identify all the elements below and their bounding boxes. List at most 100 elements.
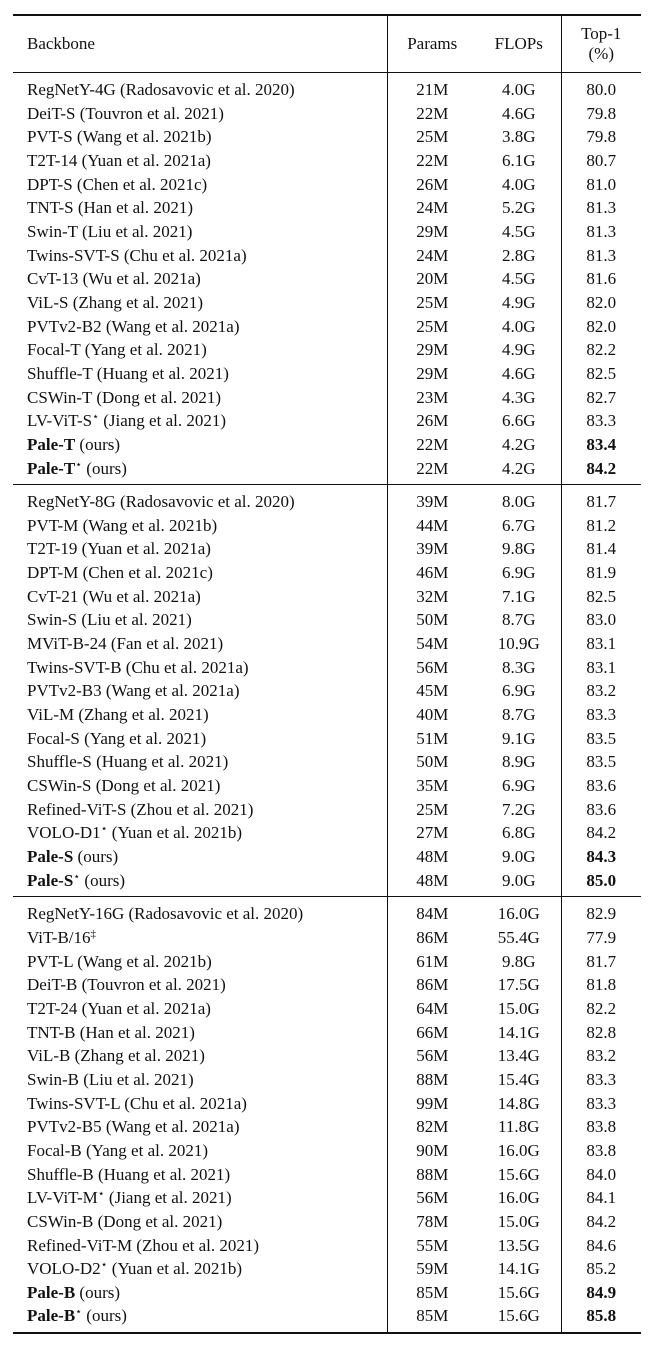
top1-cell: 80.0 <box>560 72 641 102</box>
params-cell: 56M <box>386 1044 477 1068</box>
backbone-cell: Refined-ViT-S (Zhou et al. 2021) <box>13 798 387 822</box>
backbone-cell: Focal-S (Yang et al. 2021) <box>13 727 387 751</box>
flops-cell: 7.1G <box>501 586 536 606</box>
backbone-name: PVT-L (Wang et al. 2021b) <box>27 951 212 971</box>
table-row: DPT-M (Chen et al. 2021c) 46M 6.9G 81.9 <box>13 561 641 585</box>
params-cell: 64M <box>386 996 477 1021</box>
flops-cell: 6.7G <box>501 515 536 535</box>
top1-cell: 84.1 <box>560 1186 641 1210</box>
backbone-cell: CvT-13 (Wu et al. 2021a) <box>13 267 387 291</box>
top1-cell: 84.9 <box>560 1280 641 1305</box>
top1-cell: 83.8 <box>560 1115 641 1139</box>
top1-cell: 81.3 <box>560 219 641 244</box>
backbone-citation: (Jiang et al. 2021) <box>104 1188 232 1208</box>
params-cell: 44M <box>386 513 477 538</box>
backbone-cell: RegNetY-16G (Radosavovic et al. 2020) <box>13 897 387 926</box>
flops-cell: 8.9G <box>501 752 536 772</box>
params-cell: 85M <box>386 1280 477 1305</box>
table-row: RegNetY-8G (Radosavovic et al. 2020) 39M 8… <box>13 484 641 514</box>
backbone-name-bold: Pale-S <box>27 870 74 890</box>
table-row: PVT-L (Wang et al. 2021b) 61M 9.8G 81.7 <box>13 949 641 974</box>
top1-cell: 80.7 <box>560 148 641 173</box>
backbone-cell: VOLO-D1⋆ (Yuan et al. 2021b) <box>13 821 387 845</box>
backbone-cell: CSWin-T (Dong et al. 2021) <box>13 386 387 410</box>
flops-cell: 2.8G <box>501 245 536 265</box>
top1-cell: 83.5 <box>560 750 641 775</box>
backbone-name: TNT-S (Han et al. 2021) <box>27 198 194 218</box>
params-cell: 45M <box>386 679 477 704</box>
backbone-cell: DPT-S (Chen et al. 2021c) <box>13 173 387 197</box>
table-row: Swin-B (Liu et al. 2021) 88M 15.4G 83.3 <box>13 1067 641 1092</box>
params-cell: 51M <box>386 726 477 751</box>
backbone-citation: (ours) <box>82 458 127 478</box>
comparison-table: Backbone Params FLOPs Top-1 (%) RegNetY-4… <box>13 14 641 1334</box>
table-group-2: RegNetY-8G (Radosavovic et al. 2020) 39M 8… <box>13 484 641 897</box>
params-cell: 29M <box>386 219 477 244</box>
backbone-name: Refined-ViT-S (Zhou et al. 2021) <box>27 799 254 819</box>
flops-cell: 11.8G <box>498 1117 540 1137</box>
table-row: Pale-T⋆ (ours) 22M 4.2G 84.2 <box>13 456 641 485</box>
table-row: Pale-B (ours) 85M 15.6G 84.9 <box>13 1280 641 1305</box>
table-group-1: RegNetY-4G (Radosavovic et al. 2020) 21M 4… <box>13 72 641 485</box>
backbone-name: Focal-B (Yang et al. 2021) <box>27 1140 208 1160</box>
params-cell: 88M <box>386 1067 477 1092</box>
table-row: Twins-SVT-L (Chu et al. 2021a) 99M 14.8G 83… <box>13 1091 641 1116</box>
params-cell: 22M <box>386 148 477 173</box>
backbone-cell: Pale-S (ours) <box>13 845 387 869</box>
flops-cell: 16.0G <box>497 1188 540 1208</box>
backbone-name-bold: Pale-T <box>27 434 76 454</box>
table-row: Focal-T (Yang et al. 2021) 29M 4.9G 82.2 <box>13 338 641 362</box>
footnote-marker: ‡ <box>90 927 97 940</box>
table-row: ViL-B (Zhang et al. 2021) 56M 13.4G 83.2 <box>13 1044 641 1068</box>
top1-cell: 83.4 <box>560 432 641 457</box>
flops-cell: 9.0G <box>501 847 536 866</box>
footnote-marker: ⋆ <box>75 1306 83 1319</box>
backbone-citation: (ours) <box>82 1306 127 1326</box>
flops-cell: 4.9G <box>501 340 536 360</box>
table-row: PVTv2-B2 (Wang et al. 2021a) 25M 4.0G 82.0 <box>13 314 641 339</box>
backbone-name: Twins-SVT-L (Chu et al. 2021a) <box>27 1093 247 1113</box>
backbone-cell: RegNetY-8G (Radosavovic et al. 2020) <box>13 485 387 514</box>
top1-cell: 83.5 <box>560 726 641 751</box>
params-cell: 39M <box>386 484 477 514</box>
flops-cell: 9.1G <box>501 728 536 748</box>
top1-cell: 83.3 <box>560 1091 641 1116</box>
table-row: Shuffle-S (Huang et al. 2021) 50M 8.9G 83.5 <box>13 750 641 775</box>
params-cell: 39M <box>386 537 477 562</box>
table-row: Swin-T (Liu et al. 2021) 29M 4.5G 81.3 <box>13 219 641 244</box>
params-cell: 26M <box>386 172 477 197</box>
table-row: CvT-13 (Wu et al. 2021a) 20M 4.5G 81.6 <box>13 267 641 291</box>
backbone-name: Focal-S (Yang et al. 2021) <box>27 728 207 748</box>
params-cell: 90M <box>386 1138 477 1163</box>
backbone-name: VOLO-D2 <box>27 1259 101 1279</box>
top1-cell: 81.6 <box>560 267 641 291</box>
flops-cell: 14.1G <box>497 1022 540 1042</box>
backbone-cell: CSWin-S (Dong et al. 2021) <box>13 774 387 798</box>
top1-cell: 83.6 <box>560 774 641 798</box>
flops-cell: 4.2G <box>501 434 536 454</box>
backbone-cell: Shuffle-S (Huang et al. 2021) <box>13 750 387 774</box>
backbone-cell: DeiT-S (Touvron et al. 2021) <box>13 102 387 126</box>
flops-cell: 4.6G <box>501 363 536 383</box>
flops-cell: 6.9G <box>501 681 536 701</box>
table-row: T2T-14 (Yuan et al. 2021a) 22M 6.1G 80.7 <box>13 148 641 173</box>
backbone-cell: Focal-T (Yang et al. 2021) <box>13 338 387 362</box>
flops-cell: 15.6G <box>497 1282 540 1302</box>
params-cell: 35M <box>386 774 477 798</box>
backbone-cell: DeiT-B (Touvron et al. 2021) <box>13 973 387 997</box>
flops-cell: 15.6G <box>497 1164 540 1184</box>
flops-cell: 6.9G <box>501 776 536 796</box>
top1-cell: 81.9 <box>560 561 641 585</box>
backbone-cell: ViL-S (Zhang et al. 2021) <box>13 291 387 315</box>
top1-cell: 81.7 <box>560 949 641 974</box>
backbone-name: T2T-14 (Yuan et al. 2021a) <box>27 150 211 170</box>
flops-cell: 9.0G <box>501 870 536 890</box>
flops-cell: 8.7G <box>501 610 536 630</box>
top1-cell: 83.1 <box>560 632 641 656</box>
backbone-name-bold: Pale-B <box>27 1306 76 1326</box>
flops-cell: 15.0G <box>497 998 540 1018</box>
backbone-cell: CvT-21 (Wu et al. 2021a) <box>13 585 387 609</box>
backbone-cell: Pale-T (ours) <box>13 433 387 457</box>
params-cell: 22M <box>386 101 477 126</box>
backbone-citation: (Jiang et al. 2021) <box>99 411 227 431</box>
